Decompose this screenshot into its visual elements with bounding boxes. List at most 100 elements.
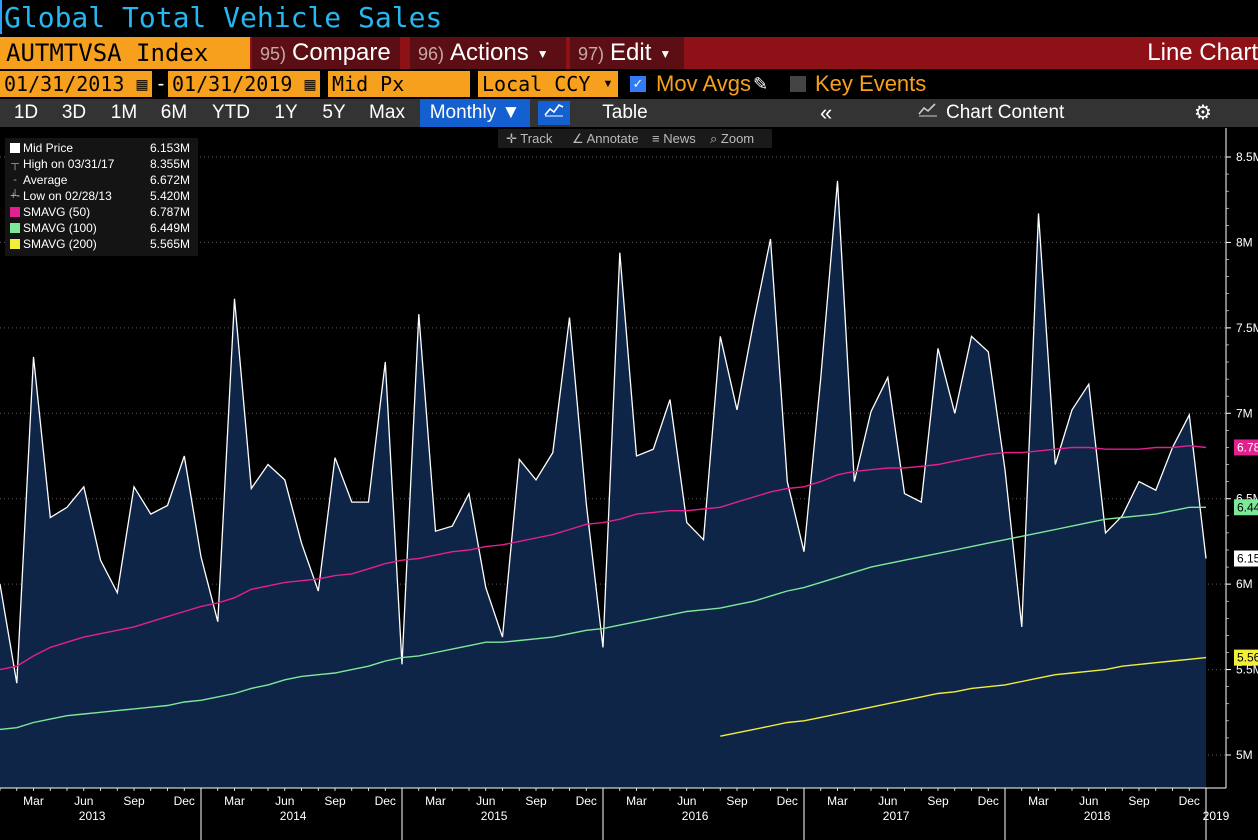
news-label: News: [663, 131, 696, 146]
edit-button[interactable]: 97) Edit ▼: [570, 37, 684, 69]
legend-item[interactable]: -+- Average 6.672M: [5, 172, 198, 202]
last-value-label: 6.78: [1237, 440, 1258, 454]
legend-item[interactable]: SMAVG (100) 6.449M: [5, 220, 198, 236]
key-events-label[interactable]: Key Events: [815, 71, 927, 96]
zoom-tool[interactable]: ⌕ Zoom: [710, 129, 754, 148]
period-1d[interactable]: 1D: [13, 102, 39, 123]
legend-item[interactable]: Mid Price 6.153M: [5, 140, 198, 156]
key-events-checkbox[interactable]: [790, 76, 806, 92]
x-tick-label: Jun: [878, 794, 897, 808]
year-label: 2018: [1084, 809, 1111, 823]
period-bar: [0, 99, 1258, 127]
year-label: 2016: [682, 809, 709, 823]
track-tool[interactable]: ✛ Track: [506, 129, 552, 148]
page-title: Global Total Vehicle Sales: [4, 1, 443, 34]
x-tick-label: Jun: [74, 794, 93, 808]
y-tick-label: 5.5M: [1236, 663, 1258, 677]
last-value-label: 6.15: [1237, 552, 1258, 566]
period-3d[interactable]: 3D: [61, 102, 87, 123]
news-tool[interactable]: ≡ News: [652, 129, 696, 148]
year-label: 2017: [883, 809, 910, 823]
mov-avgs-checkbox[interactable]: ✓: [630, 76, 646, 92]
x-tick-label: Sep: [525, 794, 547, 808]
year-label: 2014: [280, 809, 307, 823]
y-axis-panel: [1226, 128, 1258, 840]
legend-item[interactable]: SMAVG (50) 6.787M: [5, 204, 198, 220]
x-tick-label: Dec: [576, 794, 597, 808]
price-line: [0, 180, 1207, 684]
legend-label: SMAVG (50): [23, 205, 91, 219]
period-ytd[interactable]: YTD: [212, 102, 250, 123]
chart-plot[interactable]: 5M5.5M6M6.5M7M7.5M8M8.5M6.786.446.155.56…: [0, 128, 1258, 840]
period-max[interactable]: Max: [369, 102, 405, 123]
gear-icon[interactable]: ⚙: [1194, 102, 1212, 124]
legend-label: Average: [23, 173, 68, 187]
compare-button[interactable]: 95) Compare: [252, 37, 400, 69]
x-tick-label: Jun: [275, 794, 294, 808]
x-tick-label: Sep: [123, 794, 145, 808]
smavg-100-line: [0, 506, 1206, 731]
legend-label: Low on 02/28/13: [23, 189, 112, 203]
x-tick-label: Mar: [224, 794, 245, 808]
collapse-icon[interactable]: «: [820, 100, 833, 125]
mov-avgs-label[interactable]: Mov Avgs: [656, 71, 751, 96]
actions-label: Actions: [450, 39, 529, 66]
currency-select[interactable]: Local CCY: [478, 71, 600, 97]
last-value-tag: [1234, 439, 1258, 456]
legend-item[interactable]: SMAVG (200) 5.565M: [5, 236, 198, 252]
y-tick-label: 8.5M: [1236, 150, 1258, 164]
low-marker-icon: ┴: [11, 190, 19, 202]
x-tick-label: Dec: [978, 794, 999, 808]
start-date-input[interactable]: 01/31/2013: [0, 71, 132, 97]
chevron-down-icon: ▼: [659, 46, 672, 61]
ticker-field[interactable]: AUTMTVSA Index: [0, 37, 250, 69]
line-chart-icon[interactable]: [538, 101, 570, 125]
x-axis-panel: [0, 788, 1258, 840]
pencil-icon[interactable]: ✎: [753, 74, 769, 94]
x-tick-label: Mar: [626, 794, 647, 808]
period-5y[interactable]: 5Y: [322, 102, 346, 123]
legend-item[interactable]: ┴ Low on 02/28/13 5.420M: [5, 188, 198, 204]
x-tick-label: Dec: [1179, 794, 1200, 808]
price-area: [0, 180, 1206, 788]
news-icon: ≡: [652, 131, 660, 146]
actions-button[interactable]: 96) Actions ▼: [410, 37, 566, 69]
legend-value: 5.565M: [149, 237, 190, 251]
calendar-icon[interactable]: ▦: [300, 71, 320, 97]
frequency-select[interactable]: Monthly ▼: [420, 99, 530, 127]
x-tick-label: Sep: [927, 794, 949, 808]
x-tick-label: Sep: [324, 794, 346, 808]
price-field-select[interactable]: Mid Px: [328, 71, 470, 97]
last-value-tag: [1234, 550, 1258, 567]
legend-label: SMAVG (200): [23, 237, 97, 251]
legend-value: 5.420M: [149, 189, 190, 203]
calendar-icon[interactable]: ▦: [132, 71, 152, 97]
x-tick-label: Mar: [1028, 794, 1049, 808]
period-1y[interactable]: 1Y: [274, 102, 298, 123]
last-value-tag: [1234, 499, 1258, 516]
period-1m[interactable]: 1M: [110, 102, 138, 123]
legend-swatch: [10, 223, 20, 233]
chevron-down-icon[interactable]: ▼: [598, 71, 618, 97]
frequency-label: Monthly: [429, 102, 497, 123]
period-6m[interactable]: 6M: [160, 102, 188, 123]
legend-value: 6.787M: [149, 205, 190, 219]
chart-legend[interactable]: Mid Price 6.153M ┬ High on 03/31/17 8.35…: [5, 138, 198, 256]
chart-type-label[interactable]: Line Chart: [1147, 39, 1258, 66]
legend-item[interactable]: ┬ High on 03/31/17 8.355M: [5, 156, 198, 172]
legend-swatch: [10, 207, 20, 217]
y-tick-label: 8M: [1236, 235, 1253, 249]
last-value-tag: [1234, 649, 1258, 666]
smavg-50-line: [0, 444, 1207, 671]
average-marker-icon: -+-: [9, 174, 21, 202]
legend-value: 6.153M: [149, 141, 190, 155]
x-tick-label: Sep: [1128, 794, 1150, 808]
end-date-input[interactable]: 01/31/2019: [168, 71, 300, 97]
table-button[interactable]: Table: [602, 102, 648, 123]
annotate-tool[interactable]: ∠ Annotate: [572, 129, 639, 148]
smavg-200-line: [720, 656, 1207, 737]
x-tick-label: Dec: [375, 794, 396, 808]
x-tick-label: Jun: [476, 794, 495, 808]
track-label: Track: [520, 131, 553, 146]
chart-content-button[interactable]: Chart Content: [946, 102, 1065, 123]
